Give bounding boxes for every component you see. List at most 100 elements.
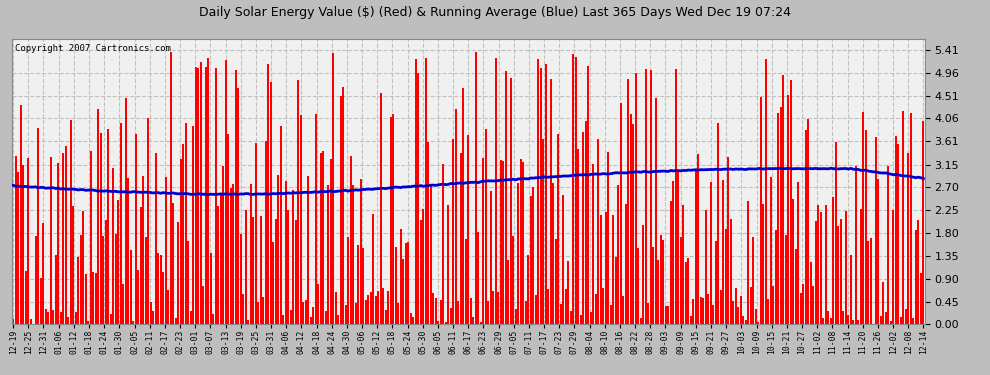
Bar: [705, 210, 707, 324]
Bar: [902, 111, 905, 324]
Bar: [187, 240, 189, 324]
Bar: [795, 249, 797, 324]
Bar: [617, 185, 620, 324]
Bar: [349, 156, 351, 324]
Bar: [852, 320, 854, 324]
Bar: [854, 165, 857, 324]
Bar: [643, 225, 644, 324]
Bar: [167, 290, 169, 324]
Bar: [435, 298, 437, 324]
Bar: [72, 206, 74, 324]
Bar: [582, 132, 584, 324]
Bar: [580, 315, 582, 324]
Bar: [530, 196, 532, 324]
Bar: [79, 235, 82, 324]
Bar: [225, 60, 227, 324]
Bar: [43, 223, 45, 324]
Bar: [259, 216, 261, 324]
Bar: [535, 295, 537, 324]
Bar: [177, 222, 179, 324]
Bar: [495, 58, 497, 324]
Bar: [325, 310, 327, 324]
Bar: [315, 114, 317, 324]
Bar: [467, 135, 469, 324]
Bar: [875, 137, 877, 324]
Bar: [790, 80, 792, 324]
Bar: [297, 80, 299, 324]
Bar: [918, 220, 920, 324]
Bar: [362, 248, 364, 324]
Bar: [420, 220, 422, 324]
Bar: [715, 242, 717, 324]
Bar: [490, 192, 492, 324]
Bar: [625, 204, 627, 324]
Bar: [677, 170, 679, 324]
Bar: [512, 236, 515, 324]
Bar: [847, 315, 849, 324]
Bar: [257, 302, 259, 324]
Bar: [592, 164, 594, 324]
Bar: [807, 119, 810, 324]
Bar: [475, 52, 477, 324]
Bar: [105, 220, 107, 324]
Bar: [628, 80, 630, 324]
Bar: [320, 153, 322, 324]
Bar: [197, 68, 199, 324]
Text: Daily Solar Energy Value ($) (Red) & Running Average (Blue) Last 365 Days Wed De: Daily Solar Energy Value ($) (Red) & Run…: [199, 6, 791, 19]
Bar: [440, 300, 442, 324]
Bar: [667, 306, 669, 324]
Bar: [544, 64, 546, 324]
Bar: [740, 296, 742, 324]
Bar: [507, 260, 509, 324]
Bar: [792, 198, 794, 324]
Bar: [340, 96, 342, 324]
Bar: [710, 182, 712, 324]
Bar: [364, 300, 367, 324]
Bar: [243, 294, 245, 324]
Bar: [905, 309, 907, 324]
Bar: [292, 190, 294, 324]
Bar: [752, 237, 754, 324]
Bar: [707, 294, 710, 324]
Bar: [730, 219, 732, 324]
Bar: [517, 183, 520, 324]
Bar: [335, 292, 337, 324]
Bar: [567, 261, 569, 324]
Bar: [74, 312, 76, 324]
Bar: [575, 57, 577, 324]
Bar: [15, 156, 17, 324]
Bar: [290, 310, 292, 324]
Bar: [670, 201, 672, 324]
Bar: [500, 160, 502, 324]
Bar: [397, 303, 399, 324]
Bar: [605, 212, 607, 324]
Bar: [92, 272, 94, 324]
Bar: [445, 322, 446, 324]
Bar: [285, 181, 287, 324]
Bar: [327, 185, 330, 324]
Bar: [50, 157, 51, 324]
Bar: [12, 319, 14, 324]
Bar: [533, 188, 535, 324]
Bar: [152, 312, 154, 324]
Bar: [577, 149, 579, 324]
Bar: [695, 171, 697, 324]
Bar: [469, 298, 472, 324]
Bar: [787, 95, 789, 324]
Bar: [402, 259, 404, 324]
Bar: [164, 177, 166, 324]
Bar: [359, 179, 361, 324]
Bar: [107, 129, 109, 324]
Bar: [687, 258, 689, 324]
Bar: [690, 316, 692, 324]
Bar: [597, 139, 599, 324]
Bar: [835, 142, 837, 324]
Bar: [462, 88, 464, 324]
Bar: [89, 151, 92, 324]
Bar: [772, 286, 774, 324]
Bar: [564, 289, 567, 324]
Bar: [169, 52, 171, 324]
Bar: [697, 154, 699, 324]
Bar: [40, 278, 42, 324]
Bar: [923, 121, 925, 324]
